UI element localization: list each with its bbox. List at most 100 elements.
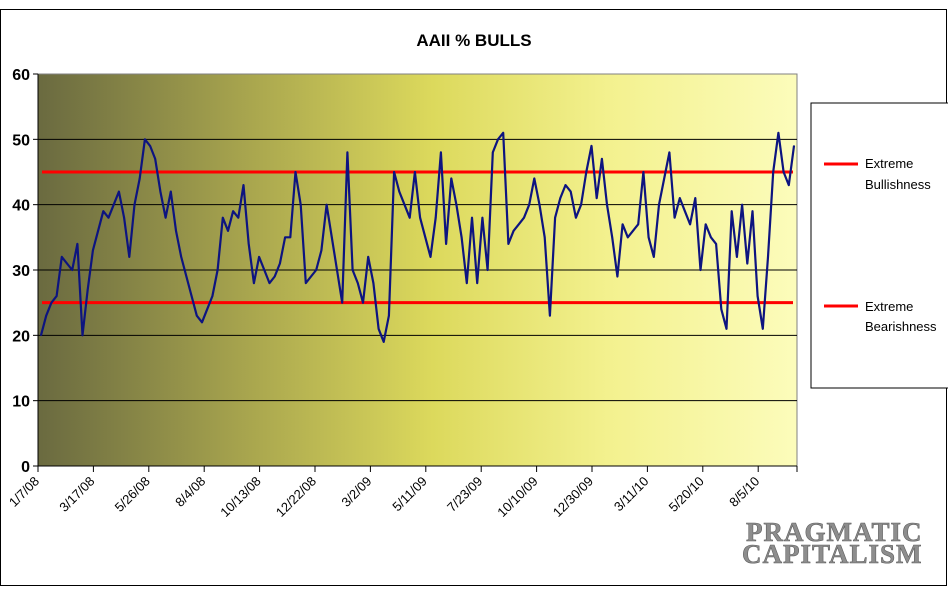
data-point (543, 236, 546, 239)
data-point (476, 282, 479, 284)
data-point (419, 216, 421, 219)
legend-bullish-label-1: Extreme (865, 156, 913, 171)
data-point (762, 328, 764, 330)
data-point (637, 223, 639, 226)
data-point (720, 308, 723, 311)
y-tick-label: 0 (21, 459, 30, 476)
data-point (206, 308, 208, 311)
data-point (595, 197, 598, 199)
data-point (466, 282, 468, 284)
data-point (756, 295, 759, 297)
data-point (403, 203, 406, 206)
data-point (585, 171, 588, 173)
data-point (102, 210, 105, 212)
data-point (247, 243, 250, 245)
data-point (777, 132, 780, 134)
data-point (154, 158, 156, 160)
data-point (486, 269, 489, 271)
gridlines (38, 138, 797, 402)
data-point (45, 314, 47, 317)
data-point (346, 151, 349, 154)
legend-bearish-label-2: Bearishness (865, 319, 937, 334)
data-point (284, 236, 286, 239)
data-point (227, 230, 229, 232)
data-point (481, 216, 484, 219)
series-layer (39, 131, 796, 343)
data-point (237, 216, 240, 219)
legend-box (810, 102, 948, 389)
data-point (549, 314, 551, 317)
data-point (554, 216, 556, 219)
data-point (715, 243, 717, 245)
data-point (294, 171, 297, 173)
data-point (642, 171, 645, 173)
data-point (362, 301, 364, 304)
data-point (144, 138, 146, 141)
data-point (128, 256, 131, 258)
data-point (393, 171, 395, 173)
data-point (55, 295, 58, 297)
data-point (730, 210, 733, 212)
data-point (793, 145, 795, 147)
data-point (606, 203, 608, 206)
data-point (673, 216, 676, 219)
data-point (216, 269, 219, 271)
data-point (512, 230, 515, 232)
data-point (569, 190, 572, 193)
data-point (533, 177, 536, 180)
data-point (559, 197, 562, 199)
data-point (767, 256, 769, 258)
data-point (315, 269, 318, 271)
data-point (133, 203, 136, 206)
data-point (653, 256, 655, 258)
data-point (382, 341, 385, 343)
data-point (632, 230, 634, 232)
data-point (663, 177, 665, 180)
data-point (222, 216, 224, 219)
y-tick-label: 30 (12, 263, 30, 280)
y-tick-label: 60 (12, 67, 30, 84)
data-points (40, 132, 795, 343)
data-point (50, 301, 53, 304)
data-point (159, 190, 162, 193)
data-point (377, 328, 380, 330)
data-point (253, 282, 255, 284)
data-point (107, 216, 110, 219)
data-point (564, 184, 567, 186)
data-point (305, 282, 307, 284)
data-point (320, 249, 323, 252)
data-point (580, 203, 582, 206)
data-point (414, 171, 416, 173)
data-point (507, 243, 510, 245)
y-tick-label: 20 (12, 328, 30, 345)
data-point (242, 184, 245, 186)
data-point (725, 328, 728, 330)
watermark-line-2: CAPITALISM (742, 539, 923, 569)
data-point (455, 203, 458, 206)
data-point (497, 138, 499, 141)
data-point (66, 262, 68, 265)
data-point (97, 230, 99, 232)
data-point (273, 275, 276, 278)
data-point (523, 216, 525, 219)
data-point (112, 203, 115, 206)
data-point (175, 230, 177, 232)
data-point (528, 203, 530, 206)
data-point (299, 203, 302, 206)
data-point (460, 236, 463, 239)
data-point (627, 236, 629, 239)
data-point (331, 236, 333, 239)
data-point (518, 223, 520, 226)
data-point (668, 151, 671, 154)
data-point (92, 249, 94, 252)
series-line (39, 131, 796, 343)
data-point (746, 262, 749, 265)
data-point (180, 256, 182, 258)
data-point (471, 216, 473, 219)
data-point (398, 190, 401, 193)
data-point (149, 145, 151, 147)
data-point (61, 256, 63, 258)
data-point (611, 236, 613, 239)
y-tick-label: 50 (12, 132, 30, 149)
data-point (263, 269, 266, 271)
